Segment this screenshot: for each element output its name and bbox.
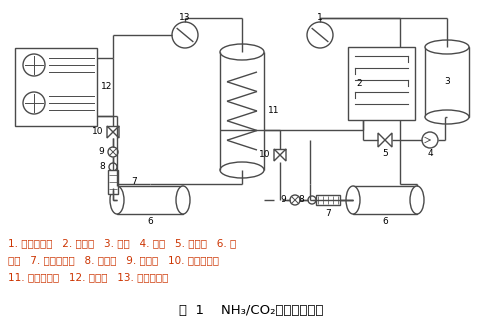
Text: 图  1    NH₃/CO₂复叠制冷系统: 图 1 NH₃/CO₂复叠制冷系统 (178, 304, 323, 317)
Text: 2: 2 (355, 79, 361, 88)
Polygon shape (280, 149, 286, 161)
Polygon shape (384, 133, 391, 147)
Bar (315, 195, 339, 205)
Ellipse shape (176, 186, 189, 214)
Circle shape (109, 163, 117, 171)
Text: 11. 蒸发冷凝器   12. 蒸发器   13. 低温压缩机: 11. 蒸发冷凝器 12. 蒸发器 13. 低温压缩机 (8, 272, 168, 282)
Text: 12: 12 (101, 83, 112, 91)
Text: 5: 5 (381, 150, 387, 159)
Text: 液罐   7. 干燥过滤器   8. 视液镜   9. 电磁阀   10. 电子膨胀阀: 液罐 7. 干燥过滤器 8. 视液镜 9. 电磁阀 10. 电子膨胀阀 (8, 255, 218, 265)
Circle shape (172, 22, 197, 48)
Circle shape (307, 22, 332, 48)
Polygon shape (274, 149, 280, 161)
Text: 9: 9 (98, 148, 104, 157)
Text: 1: 1 (317, 12, 322, 22)
Ellipse shape (424, 40, 468, 54)
Text: 13: 13 (179, 12, 190, 22)
Ellipse shape (345, 186, 359, 214)
Text: 9: 9 (280, 196, 286, 205)
Circle shape (23, 92, 45, 114)
Bar (117, 186, 183, 214)
Circle shape (421, 132, 437, 148)
Text: 4: 4 (426, 150, 432, 159)
Circle shape (108, 147, 118, 157)
Bar (352, 186, 416, 214)
Text: 3: 3 (443, 78, 449, 86)
Polygon shape (113, 126, 119, 138)
Text: 6: 6 (147, 216, 153, 225)
Circle shape (308, 196, 315, 204)
Bar (15, 48, 97, 126)
Text: 10: 10 (91, 127, 103, 136)
Text: 1. 高温压缩机   2. 冷凝器   3. 水箱   4. 水泵   5. 泄压阀   6. 贮: 1. 高温压缩机 2. 冷凝器 3. 水箱 4. 水泵 5. 泄压阀 6. 贮 (8, 238, 236, 248)
Ellipse shape (424, 110, 468, 124)
Ellipse shape (110, 186, 124, 214)
Circle shape (290, 195, 300, 205)
Polygon shape (377, 133, 384, 147)
Ellipse shape (219, 44, 264, 60)
Text: 11: 11 (268, 107, 279, 116)
Bar (347, 47, 414, 120)
Text: 6: 6 (381, 216, 387, 225)
Text: 8: 8 (99, 163, 105, 171)
Text: 10: 10 (258, 151, 270, 160)
Bar (424, 47, 468, 117)
Polygon shape (107, 126, 113, 138)
Text: 7: 7 (325, 209, 330, 217)
Ellipse shape (219, 162, 264, 178)
Ellipse shape (409, 186, 423, 214)
Bar (108, 170, 118, 194)
Text: 7: 7 (131, 177, 136, 186)
Circle shape (23, 54, 45, 76)
Text: 8: 8 (298, 196, 304, 205)
